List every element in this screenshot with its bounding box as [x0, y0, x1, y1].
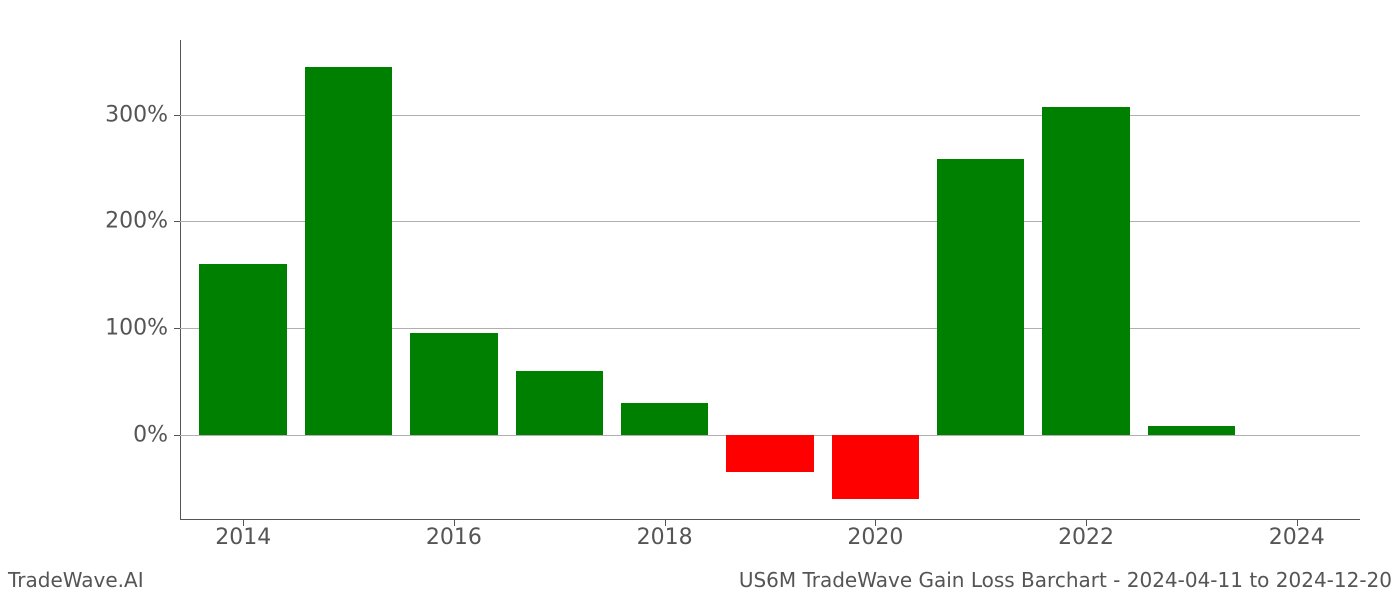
x-tick-label: 2022 [1058, 525, 1114, 550]
y-tick-label: 200% [105, 209, 168, 234]
watermark-right: US6M TradeWave Gain Loss Barchart - 2024… [739, 568, 1392, 592]
x-tick-label: 2014 [215, 525, 271, 550]
x-tick-label: 2016 [426, 525, 482, 550]
bar-2023 [1148, 426, 1235, 435]
watermark-left: TradeWave.AI [8, 568, 144, 592]
bar-2022 [1042, 107, 1129, 434]
y-tick-label: 100% [105, 316, 168, 341]
x-tick-label: 2018 [637, 525, 693, 550]
bar-2015 [305, 67, 392, 435]
x-tick-label: 2020 [847, 525, 903, 550]
y-tick [174, 221, 180, 222]
bar-2018 [621, 403, 708, 435]
bar-2017 [516, 371, 603, 435]
bar-2016 [410, 333, 497, 434]
bar-2019 [726, 435, 813, 472]
x-axis-line [180, 519, 1360, 520]
y-tick [174, 328, 180, 329]
y-axis-line [180, 40, 181, 520]
bar-2014 [199, 264, 286, 435]
plot-area [180, 40, 1360, 520]
y-tick [174, 435, 180, 436]
y-tick [174, 115, 180, 116]
x-tick-label: 2024 [1269, 525, 1325, 550]
bar-2020 [832, 435, 919, 499]
y-tick-label: 0% [133, 422, 168, 447]
bar-2021 [937, 159, 1024, 434]
y-tick-label: 300% [105, 102, 168, 127]
